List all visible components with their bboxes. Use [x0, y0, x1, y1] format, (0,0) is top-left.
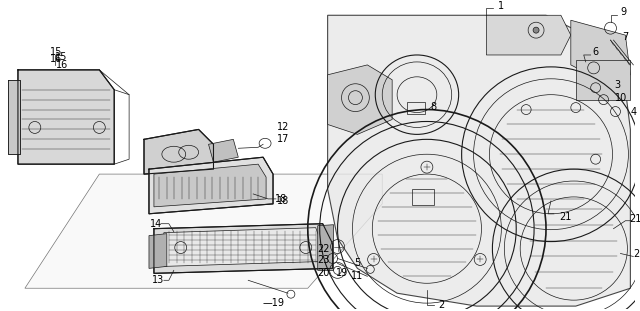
Polygon shape [149, 157, 273, 214]
Polygon shape [328, 65, 392, 134]
Text: —19: —19 [262, 298, 284, 308]
Text: 6: 6 [593, 47, 598, 57]
Text: 17: 17 [276, 134, 289, 144]
Text: 1: 1 [499, 1, 504, 11]
Text: 2: 2 [438, 300, 445, 310]
Polygon shape [25, 174, 382, 288]
Text: 18: 18 [277, 196, 289, 206]
Polygon shape [209, 139, 238, 162]
Text: 19: 19 [337, 268, 349, 278]
Text: 15: 15 [56, 52, 68, 62]
Text: 18: 18 [275, 194, 287, 204]
Bar [407, 102, 425, 114]
Text: 22: 22 [317, 244, 330, 253]
Polygon shape [18, 70, 114, 164]
Polygon shape [8, 80, 20, 154]
Text: 21: 21 [629, 214, 640, 224]
Text: 20: 20 [317, 268, 330, 278]
Text: 9: 9 [620, 7, 627, 17]
Text: 13: 13 [152, 275, 164, 285]
Text: 5: 5 [355, 258, 360, 268]
Text: 21: 21 [559, 212, 572, 222]
Text: 16: 16 [49, 54, 62, 64]
Polygon shape [154, 164, 266, 207]
Polygon shape [317, 225, 333, 270]
Ellipse shape [533, 27, 539, 33]
Polygon shape [328, 15, 630, 306]
Polygon shape [154, 224, 333, 273]
Polygon shape [486, 15, 571, 55]
Polygon shape [149, 234, 167, 268]
Text: 4: 4 [630, 107, 636, 117]
Polygon shape [144, 129, 214, 174]
Text: 8: 8 [431, 102, 437, 112]
Text: 3: 3 [614, 80, 621, 90]
Text: 2: 2 [633, 249, 639, 259]
Text: 10: 10 [615, 93, 628, 103]
Bar [412, 189, 434, 205]
Polygon shape [571, 20, 630, 78]
Text: 11: 11 [351, 271, 364, 281]
Text: 12: 12 [276, 123, 289, 132]
Text: 14: 14 [150, 219, 162, 229]
Polygon shape [576, 60, 630, 100]
Text: 15: 15 [49, 47, 62, 57]
Text: 7: 7 [622, 32, 628, 42]
Text: 16: 16 [56, 60, 68, 70]
Polygon shape [164, 228, 323, 267]
Text: 23: 23 [317, 255, 330, 266]
